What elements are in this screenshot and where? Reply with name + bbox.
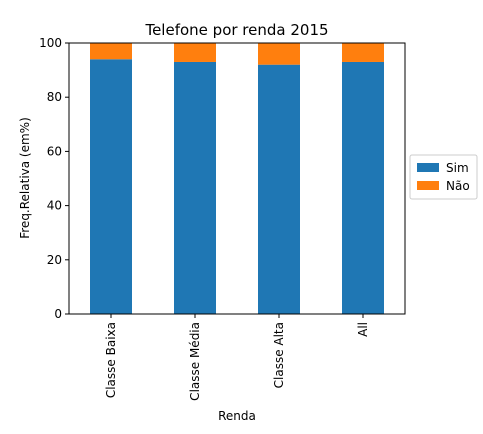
y-axis: 0 20 40 60 80 100 — [39, 36, 69, 321]
x-tick-label: All — [356, 322, 370, 337]
bar-não-3 — [342, 43, 384, 62]
legend-swatch-sim — [417, 163, 439, 172]
bar-não-2 — [258, 43, 300, 65]
y-tick-label: 20 — [47, 253, 62, 267]
bar-não-1 — [174, 43, 216, 62]
x-tick-label: Classe Alta — [272, 322, 286, 388]
bar-não-0 — [90, 43, 132, 60]
legend: Sim Não — [409, 154, 478, 200]
y-tick-label: 0 — [54, 307, 62, 321]
x-axis: Classe Baixa Classe Média Classe Alta All — [104, 314, 370, 401]
legend-label-sim: Sim — [446, 161, 469, 175]
x-tick-label: Classe Média — [188, 322, 202, 401]
plot-area — [68, 42, 406, 315]
plot-frame — [68, 42, 406, 315]
x-axis-label: Renda — [218, 409, 256, 423]
bar-sim-1 — [174, 61, 216, 314]
y-tick-label: 60 — [47, 144, 62, 158]
y-axis-label: Freq.Relativa (em%) — [18, 117, 32, 239]
bar-sim-2 — [258, 64, 300, 315]
x-tick-label: Classe Baixa — [104, 322, 118, 398]
y-tick-label: 100 — [39, 36, 62, 50]
chart-title: Telefone por renda 2015 — [144, 21, 328, 39]
y-tick-label: 40 — [47, 199, 62, 213]
bar-sim-0 — [90, 59, 132, 315]
y-tick-label: 80 — [47, 90, 62, 104]
bar-sim-3 — [342, 61, 384, 314]
legend-swatch-não — [417, 181, 439, 190]
legend-label-não: Não — [446, 179, 470, 193]
